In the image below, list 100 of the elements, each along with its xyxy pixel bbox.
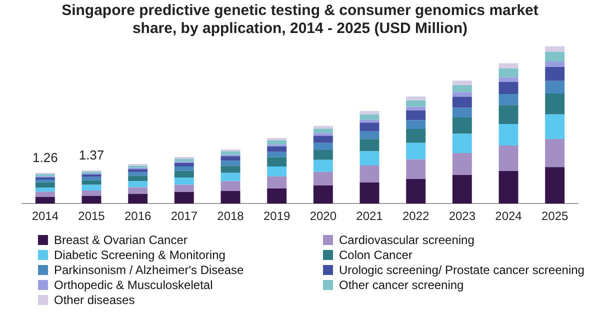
bar	[452, 174, 472, 204]
legend-label: Diabetic Screening & Monitoring	[54, 248, 226, 262]
legend-label: Parkinsonism / Alzheimer's Disease	[54, 263, 244, 277]
bar	[267, 166, 287, 176]
bar	[128, 187, 148, 194]
x-tick-label: 2020	[310, 209, 337, 224]
bar	[498, 105, 518, 124]
bar	[406, 120, 426, 130]
annotation: 1.26	[32, 150, 58, 166]
bar	[360, 131, 380, 140]
legend-label: Colon Cancer	[339, 248, 412, 262]
x-tick-label: 2018	[217, 209, 244, 224]
x-tick-label: 2017	[170, 209, 198, 224]
bar	[452, 152, 472, 175]
bar	[220, 181, 240, 192]
bar	[498, 124, 518, 146]
bar	[267, 152, 287, 158]
legend-label: Other diseases	[54, 293, 135, 307]
x-tick-label: 2024	[495, 209, 522, 224]
bar	[174, 170, 194, 178]
bar	[360, 182, 380, 204]
bar	[35, 188, 55, 192]
bar	[220, 166, 240, 173]
bar	[174, 184, 194, 192]
bar	[360, 122, 380, 132]
bar	[35, 196, 55, 204]
bar	[35, 180, 55, 182]
x-tick-label: 2015	[78, 209, 106, 224]
bar	[35, 192, 55, 197]
bar	[128, 172, 148, 176]
bar	[174, 163, 194, 166]
bar	[313, 126, 333, 129]
bar	[220, 191, 240, 204]
x-tick-label: 2021	[356, 209, 384, 224]
bar	[313, 128, 333, 134]
legend-label: Urologic screening/ Prostate cancer screening	[339, 263, 584, 277]
bar	[498, 63, 518, 68]
bar	[82, 184, 102, 191]
x-tick-label: 2016	[124, 209, 152, 224]
x-tick-label: 2025	[541, 209, 569, 224]
bar	[406, 142, 426, 160]
bar	[545, 93, 565, 114]
bar	[545, 62, 565, 68]
bar	[128, 169, 148, 172]
bar	[313, 136, 333, 143]
bar	[128, 181, 148, 188]
bar	[174, 192, 194, 204]
bar	[406, 106, 426, 110]
bar	[406, 159, 426, 180]
bar	[406, 100, 426, 107]
bar	[452, 92, 472, 97]
bar	[406, 110, 426, 120]
bar	[360, 120, 380, 123]
legend-label: Breast & Ovarian Cancer	[54, 233, 188, 247]
bar	[360, 114, 380, 120]
bar	[360, 139, 380, 152]
bar	[360, 151, 380, 166]
bar	[452, 134, 472, 153]
x-tick-label: 2019	[263, 209, 291, 224]
bar	[545, 46, 565, 52]
bar	[82, 190, 102, 196]
bar	[220, 160, 240, 166]
bar	[267, 176, 287, 188]
bar	[220, 172, 240, 182]
bar	[498, 146, 518, 172]
x-tick-label: 2014	[32, 209, 59, 224]
bar	[498, 94, 518, 106]
bar	[313, 172, 333, 186]
bar	[498, 82, 518, 94]
bar	[174, 158, 194, 162]
bar	[313, 142, 333, 150]
bar	[174, 166, 194, 171]
bar	[313, 160, 333, 172]
bar	[35, 177, 55, 180]
bar	[452, 108, 472, 118]
bar	[545, 52, 565, 62]
legend-label: Other cancer screening	[339, 278, 464, 292]
bar	[128, 194, 148, 204]
bar	[313, 185, 333, 204]
bar	[313, 133, 333, 136]
bar	[498, 171, 518, 204]
bar	[545, 167, 565, 204]
bar	[498, 77, 518, 82]
bar	[267, 188, 287, 204]
chart-title: Singapore predictive genetic testing & consumer genomics market share, by application, 2014 - 2025 (USD Million)	[60, 2, 540, 38]
bar	[35, 182, 55, 188]
legend-label: Cardiovascular screening	[339, 233, 474, 247]
bar	[498, 68, 518, 78]
bar	[545, 114, 565, 139]
bar	[452, 96, 472, 108]
legend-label: Orthopedic & Musculoskeletal	[54, 278, 213, 292]
bar	[267, 157, 287, 166]
bar	[360, 110, 380, 114]
bar	[452, 80, 472, 86]
bar	[313, 150, 333, 160]
bar	[545, 138, 565, 168]
bar	[128, 176, 148, 182]
bar	[406, 129, 426, 143]
bar	[267, 146, 287, 152]
bar	[452, 85, 472, 92]
